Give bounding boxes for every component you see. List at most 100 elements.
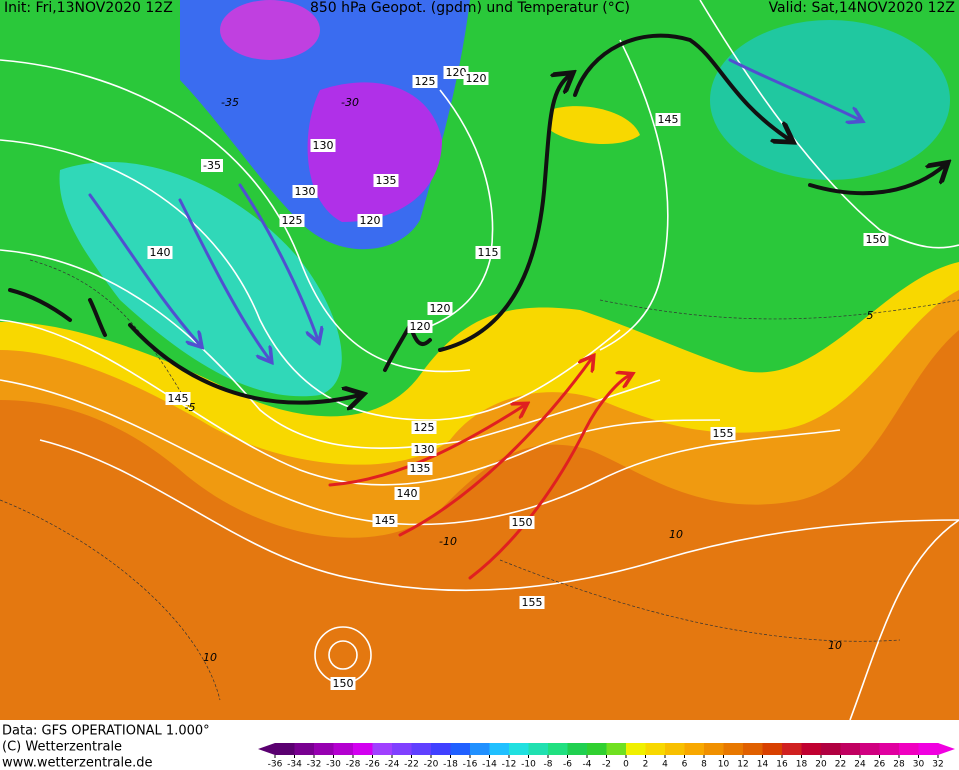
colorbar-tick-label: 16 [776,760,788,770]
coldest-area [307,82,442,222]
contour-label: 155 [522,596,543,609]
contour-label: 150 [512,516,533,529]
colorbar-swatch [587,743,607,755]
colorbar-swatch [840,743,861,755]
contour-label: 145 [658,113,679,126]
colorbar-swatch [489,743,510,755]
colorbar-tick-label: 28 [893,760,905,770]
colorbar-tick-label: 8 [701,760,707,770]
temperature-label: -10 [439,535,457,548]
colorbar-swatch [665,743,685,755]
contour-label-box [519,596,545,609]
init-time: Init: Fri,13NOV2020 12Z [4,0,173,16]
contour-label-box [710,427,736,440]
contour-label-box [412,75,438,88]
colorbar-swatch [528,743,549,755]
contour-label-box [292,185,318,198]
colorbar-swatch [723,743,744,755]
colorbar-swatch [606,743,627,755]
contour-label: 135 [376,174,397,187]
colorbar-swatch [860,743,880,755]
colorbar-tick-label: 24 [854,760,866,770]
temperature-label: -35 [221,96,239,109]
copyright: (C) Wetterzentrale [2,740,122,755]
colorbar-tick-label: -22 [404,760,419,770]
colorbar-swatch [372,743,393,755]
contour-label: -35 [203,159,221,172]
colorbar-swatch [392,743,412,755]
contour-label: 125 [282,214,303,227]
colorbar-swatch [509,743,529,755]
colorbar-tick-label: 26 [874,760,886,770]
colorbar-tick-label: -32 [307,760,322,770]
temperature-label: 10 [828,639,842,652]
colorbar-tick-label: -10 [521,760,536,770]
contour-label-box [655,113,681,126]
contour-label-box [279,214,305,227]
colorbar-swatch [899,743,919,755]
temperature-label: 10 [203,651,217,664]
contour-label-box [475,246,501,259]
colder-area [710,20,950,180]
contour-label: 150 [333,677,354,690]
colorbar-tick-label: -12 [502,760,517,770]
colorbar-tick-label: -20 [424,760,439,770]
contour-label: 125 [414,421,435,434]
colorbar-tick-label: -36 [268,760,283,770]
colorbar-tick-label: 2 [643,760,649,770]
colorbar-swatch [879,743,900,755]
colorbar-swatch [704,743,724,755]
contour-label: 115 [478,246,499,259]
colorbar-swatch [626,743,646,755]
colorbar-swatch [645,743,666,755]
colorbar-tick-label: 20 [815,760,827,770]
colorbar-tick-label: 6 [682,760,688,770]
contour-label: 130 [313,139,334,152]
colorbar-swatch [353,743,373,755]
colorbar-tick-label: -14 [482,760,497,770]
contour-label: 120 [446,66,467,79]
colorbar-swatch [821,743,841,755]
contour-label: 125 [415,75,436,88]
colorbar-tick-label: -26 [365,760,380,770]
colorbar-swatch [567,743,588,755]
colorbar-swatch [684,743,705,755]
colorbar-tick-label: 10 [718,760,730,770]
temperature-label: 10 [669,528,683,541]
colorbar-swatch [548,743,568,755]
colorbar-swatch [918,743,939,755]
temperature-label: 5 [867,309,874,322]
temperature-label: -30 [341,96,359,109]
colorbar-tick-label: 0 [623,760,629,770]
contour-label-box [407,462,433,475]
contour-label-box [863,233,889,246]
contour-label: 120 [466,72,487,85]
contour-label: 140 [150,246,171,259]
contour-label-box [201,159,223,172]
colorbar-swatch [333,743,354,755]
contour-label-box [330,677,356,690]
colorbar-tick-label: -2 [602,760,611,770]
colorbar-tick-label: -28 [346,760,361,770]
colorbar-swatch [450,743,471,755]
contour-label-box [165,392,191,405]
coldest-area [220,0,320,60]
colorbar-tick-label: 4 [662,760,668,770]
colorbar-swatch [431,743,451,755]
colorbar-swatch [294,743,315,755]
contour-label: 130 [414,443,435,456]
colorbar-end [938,743,955,755]
contour-label-box [509,516,535,529]
contour-label-box [443,66,469,79]
contour-label-box [357,214,383,227]
colorbar-tick-label: 14 [757,760,769,770]
colorbar-swatch [743,743,763,755]
map-title: 850 hPa Geopot. (gpdm) und Temperatur (°… [310,0,630,16]
colorbar-swatch [411,743,432,755]
colorbar-tick-label: 18 [796,760,808,770]
contour-label: 120 [430,302,451,315]
colorbar-swatch [762,743,783,755]
cool-area [550,106,640,145]
contour-label: 130 [295,185,316,198]
